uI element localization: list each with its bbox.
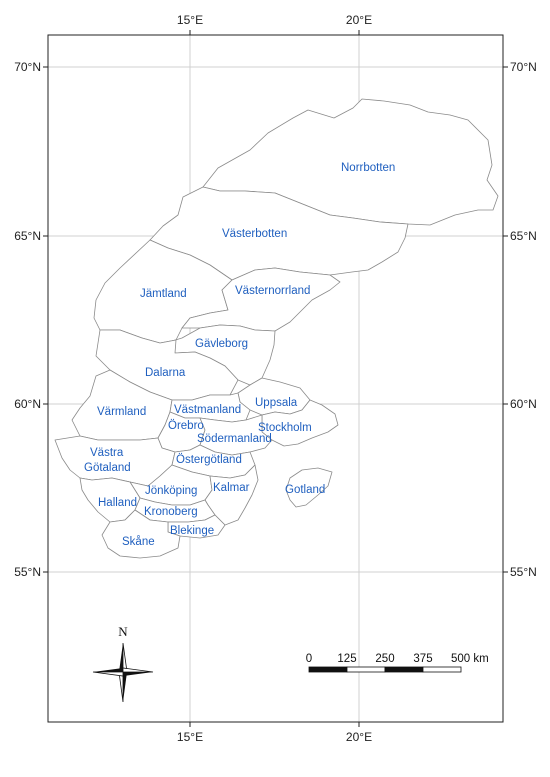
lon-label-top-20e: 20°E [346,13,372,27]
label-vasterbotten: Västerbotten [222,228,287,240]
label-halland: Halland [98,497,137,509]
lat-label-right-60n: 60°N [510,397,537,411]
label-skane: Skåne [122,536,155,548]
label-vasternorrland: Västernorrland [235,285,310,297]
label-kronoberg: Kronoberg [144,506,198,518]
region-labels: Norrbotten Västerbotten Jämtland Västern… [84,162,395,548]
north-arrow-south-spike-dark [123,672,127,702]
label-vastra-gotaland-line1: Västra [90,447,124,459]
north-arrow-north-spike-dark [119,643,123,672]
scale-label-250: 250 [375,653,394,665]
north-arrow-west-spike-dark [93,668,123,672]
lat-label-right-55n: 55°N [510,565,537,579]
lon-label-top-15e: 15°E [177,13,203,27]
scale-segment-2 [346,666,386,673]
north-arrow-label: N [118,624,128,639]
scale-label-500: 500 km [451,653,489,665]
scale-segment-3 [384,666,424,673]
north-arrow-west-spike-light [92,671,124,677]
label-vastmanland: Västmanland [174,404,241,416]
region-skane [101,509,181,559]
label-varmland: Värmland [97,406,146,418]
lon-label-bottom-20e: 20°E [346,730,372,744]
label-kalmar: Kalmar [213,482,250,494]
label-orebro: Örebro [168,420,204,432]
label-gavleborg: Gävleborg [195,338,248,350]
north-arrow-east-spike-light [122,667,154,673]
lat-label-left-65n: 65°N [14,229,41,243]
map-frame [47,34,504,723]
scale-label-125: 125 [337,653,356,665]
lat-label-left-60n: 60°N [14,397,41,411]
label-jamtland: Jämtland [140,288,187,300]
north-arrow-east-spike-dark [123,672,153,676]
counties [54,98,499,559]
label-sodermanland: Södermanland [197,433,272,445]
scale-label-0: 0 [306,653,312,665]
label-vastra-gotaland-line2: Götaland [84,462,131,474]
label-ostergotland: Östergötland [176,454,242,466]
label-gotland: Gotland [285,484,325,496]
label-dalarna: Dalarna [145,367,186,379]
north-arrow-north-spike-light [122,642,128,673]
north-arrow-south-spike-light [118,671,124,703]
label-blekinge: Blekinge [170,525,214,537]
scale-label-375: 375 [413,653,432,665]
label-jonkoping: Jönköping [145,485,197,497]
tick-marks [43,30,508,727]
label-uppsala: Uppsala [255,397,298,409]
region-gotland [285,467,333,508]
scale-bar: 0 125 250 375 500 km [306,653,489,673]
region-stockholm [261,399,339,447]
label-norrbotten: Norrbotten [341,162,395,174]
lat-label-left-70n: 70°N [14,60,41,74]
lon-label-bottom-15e: 15°E [177,730,203,744]
label-stockholm: Stockholm [258,422,312,434]
lat-label-right-70n: 70°N [510,60,537,74]
north-arrow-icon: N [92,624,154,703]
lat-label-right-65n: 65°N [510,229,537,243]
scale-segment-1 [308,666,348,673]
tick-labels: 15°E 20°E 15°E 20°E 70°N 65°N 60°N 55°N … [14,13,537,744]
scale-segment-4 [422,666,462,673]
lat-label-left-55n: 55°N [14,565,41,579]
